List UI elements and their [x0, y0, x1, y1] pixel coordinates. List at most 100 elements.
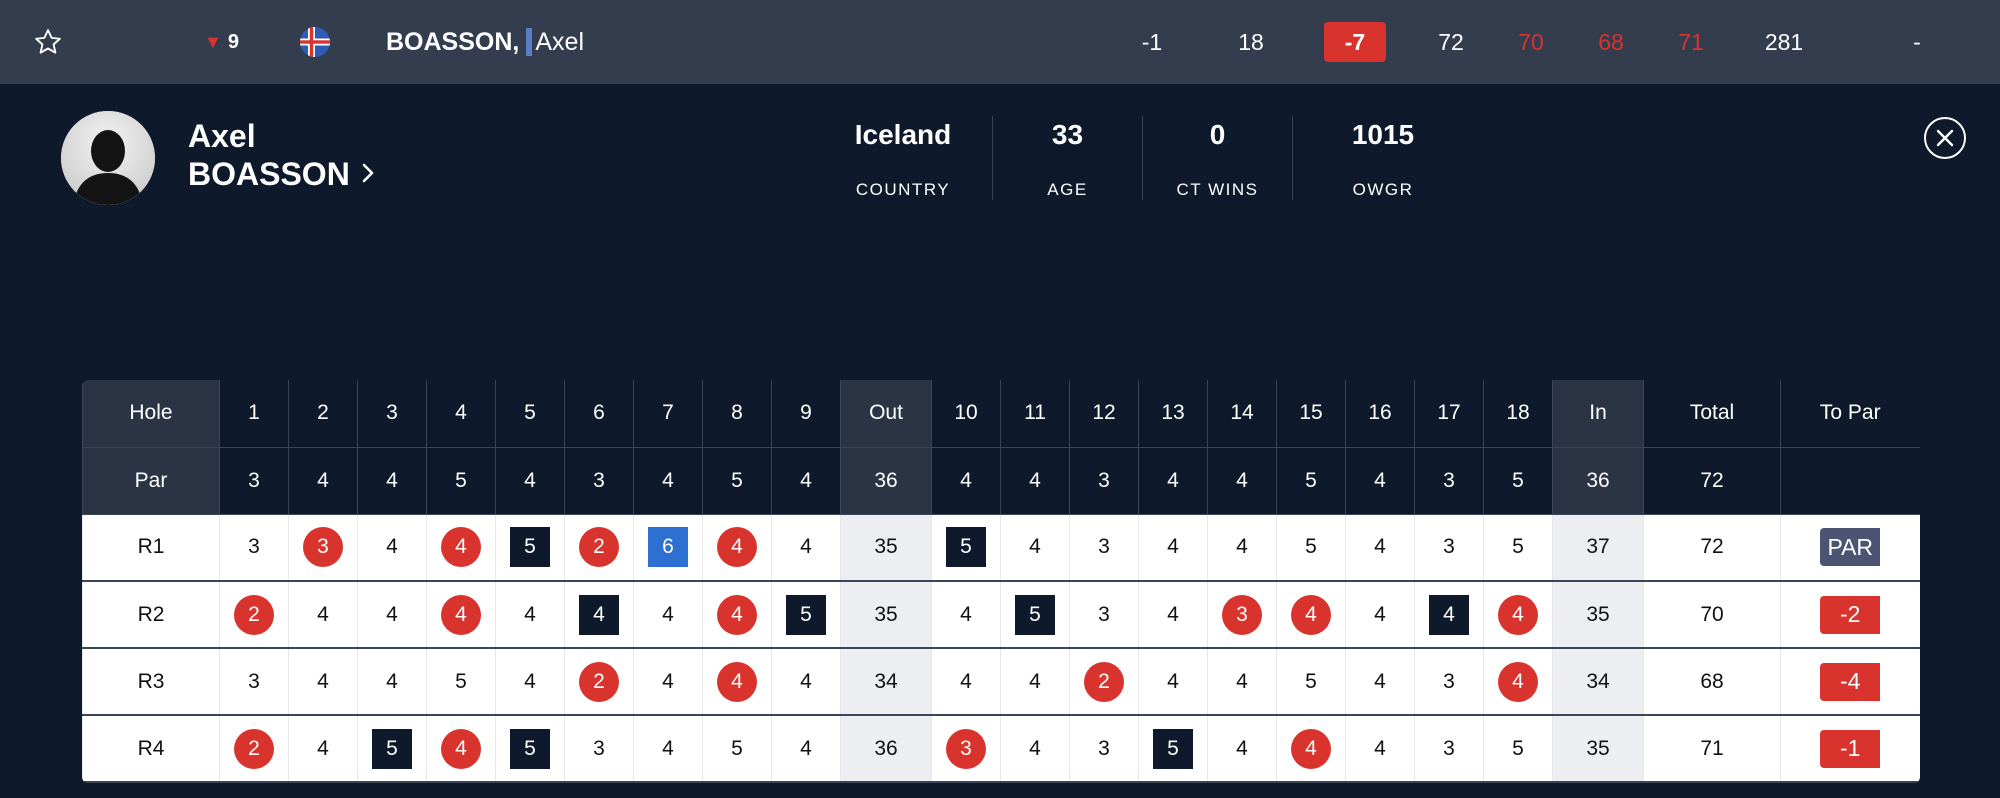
birdie-score: 2 [234, 594, 274, 635]
score-value: 3 [248, 535, 260, 559]
hole-cell: 5 [495, 380, 565, 448]
hole-row: Hole 1 2 3 4 5 6 7 8 9 Out 10 11 12 13 14 15 16 17 18 In Tota… [82, 380, 1920, 448]
hole-cell: 16 [1345, 380, 1415, 448]
hole-cell: Out [840, 380, 932, 448]
score-value: 4 [317, 602, 329, 626]
stat-value: 0 [1209, 119, 1226, 150]
par-cell: 5 [1276, 447, 1346, 515]
hole-cell: 3 [357, 380, 427, 448]
hole-cell: 4 [426, 380, 496, 448]
score-cell: 4 [1207, 715, 1277, 783]
score-cell: 3 [1414, 715, 1484, 783]
score-cell: 4 [1138, 514, 1208, 582]
par-cell: 4 [1207, 447, 1277, 515]
hole-cell: 17 [1414, 380, 1484, 448]
birdie-score: 3 [303, 527, 343, 568]
score-cell: 4 [1000, 514, 1070, 582]
to-par-badge: -1 [1820, 729, 1881, 768]
hole-cell: 10 [931, 380, 1001, 448]
score-cell: 72 [1643, 514, 1781, 582]
score-cell: 3 [1069, 514, 1139, 582]
score-value: 3 [1443, 736, 1455, 760]
to-par-cell: -1 [1780, 715, 1920, 783]
birdie-score: 4 [1291, 594, 1331, 635]
score-value: 5 [731, 736, 743, 760]
score-cell: 4 [426, 581, 496, 649]
score-cell: 35 [840, 514, 932, 582]
score-cell: 5 [495, 514, 565, 582]
score-cell: 4 [633, 648, 703, 716]
to-par-badge: -2 [1820, 595, 1881, 634]
score-cell: 4 [357, 581, 427, 649]
score-cell: 4 [288, 715, 358, 783]
score-value: 3 [1098, 535, 1110, 559]
hole-cell: 12 [1069, 380, 1139, 448]
par-cell: 3 [1069, 447, 1139, 515]
par-cell: 4 [495, 447, 565, 515]
bogey-score: 5 [1015, 594, 1055, 635]
stat-country: Iceland COUNTRY [840, 116, 966, 200]
to-par-badge: PAR [1820, 528, 1881, 567]
score-value: 3 [593, 736, 605, 760]
par-row: Par 3 4 4 5 4 3 4 5 4 36 4 4 3 4 4 5 4 3 5 36 72 [82, 447, 1920, 515]
score-cell: 4 [1345, 715, 1415, 783]
star-icon[interactable] [30, 0, 66, 84]
text-cursor [526, 28, 533, 56]
score-cell: 4 [633, 715, 703, 783]
score-cell: 4 [357, 514, 427, 582]
score-cell: 4 [1483, 581, 1553, 649]
par-cell: 4 [633, 447, 703, 515]
score-value: 4 [800, 535, 812, 559]
birdie-score: 4 [1291, 728, 1331, 769]
birdie-score: 4 [441, 594, 481, 635]
score-value: 4 [1374, 602, 1386, 626]
score-cell: 4 [1276, 715, 1346, 783]
chevron-right-icon[interactable] [362, 159, 374, 190]
birdie-score: 2 [234, 728, 274, 769]
score-value: 34 [874, 669, 898, 693]
bogey-score: 5 [946, 527, 986, 568]
score-value: 4 [1167, 535, 1179, 559]
hole-cell: 1 [219, 380, 289, 448]
score-cell: 5 [1276, 514, 1346, 582]
player-name[interactable]: BOASSON, Axel [386, 0, 584, 84]
score-cell: 37 [1552, 514, 1644, 582]
score-cell: 3 [1414, 514, 1484, 582]
score-value: 72 [1700, 535, 1724, 559]
profile-last-name-link[interactable]: BOASSON [188, 156, 374, 193]
close-button[interactable] [1924, 117, 1966, 159]
score-cell: 4 [633, 581, 703, 649]
score-cell: 4 [426, 514, 496, 582]
hole-cell: In [1552, 380, 1644, 448]
score-value: 4 [1236, 736, 1248, 760]
round-row: R4 2 4 5 4 5 3 4 5 4 36 3 4 3 5 4 4 4 3 5 35 71 -1 [82, 715, 1920, 783]
today-score: -1 [1141, 28, 1163, 55]
score-cell: 4 [771, 648, 841, 716]
score-cell: 2 [564, 514, 634, 582]
score-value: 4 [1374, 736, 1386, 760]
score-value: 4 [800, 736, 812, 760]
score-cell: 4 [1207, 648, 1277, 716]
extra-column: - [1913, 28, 1921, 55]
to-par-cell: PAR [1780, 514, 1920, 582]
score-value: 4 [960, 602, 972, 626]
leaderboard-row[interactable]: ▼ 9 BOASSON, Axel -1 18 -7 72 70 68 71 28… [0, 0, 2000, 84]
iceland-flag-icon [299, 0, 331, 84]
bogey-score: 4 [1429, 594, 1469, 635]
score-cell: 5 [771, 581, 841, 649]
round-label: R4 [82, 715, 220, 783]
score-value: 4 [662, 602, 674, 626]
par-cell: 72 [1643, 447, 1781, 515]
par-cell: 4 [931, 447, 1001, 515]
score-cell: 70 [1643, 581, 1781, 649]
par-cell: 3 [219, 447, 289, 515]
to-par-badge: -4 [1820, 662, 1881, 701]
score-cell: 68 [1643, 648, 1781, 716]
birdie-score: 2 [1084, 661, 1124, 702]
birdie-score: 2 [579, 661, 619, 702]
score-value: 4 [800, 669, 812, 693]
round-3-score: 68 [1598, 28, 1624, 55]
par-cell: 4 [1345, 447, 1415, 515]
round-label: R3 [82, 648, 220, 716]
score-cell: 3 [288, 514, 358, 582]
